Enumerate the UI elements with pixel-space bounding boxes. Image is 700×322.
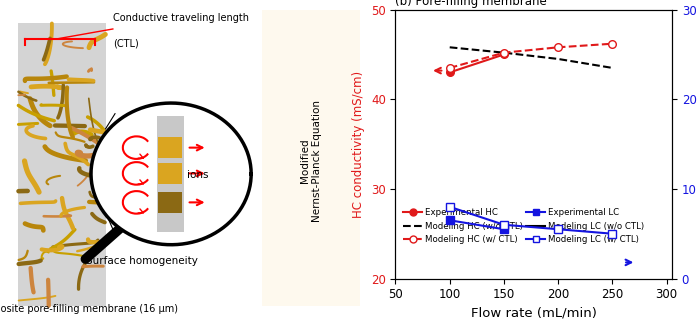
Text: ions: ions	[188, 170, 209, 181]
Bar	[158, 163, 182, 184]
Polygon shape	[91, 103, 251, 245]
Text: (CTL): (CTL)	[113, 39, 139, 49]
Bar	[18, 23, 106, 306]
Text: Thin-composite pore-filling membrane (16 μm): Thin-composite pore-filling membrane (16…	[0, 304, 178, 314]
X-axis label: Flow rate (mL/min): Flow rate (mL/min)	[471, 307, 596, 320]
Bar	[158, 137, 182, 158]
Bar	[158, 192, 182, 213]
Y-axis label: HC conductivity (mS/cm): HC conductivity (mS/cm)	[352, 71, 365, 218]
Text: Modified
Nernst-Planck Equation: Modified Nernst-Planck Equation	[300, 100, 322, 222]
Bar	[157, 116, 184, 232]
Legend: Experimental HC, Modeling HC (w/o CTL), Modeling HC (w/ CTL), Experimental LC, M: Experimental HC, Modeling HC (w/o CTL), …	[400, 205, 648, 247]
Text: (b) Pore-filling membrane: (b) Pore-filling membrane	[395, 0, 547, 8]
Polygon shape	[262, 10, 360, 306]
Text: Conductive traveling length: Conductive traveling length	[113, 13, 248, 23]
Text: Surface homogeneity: Surface homogeneity	[86, 256, 198, 266]
